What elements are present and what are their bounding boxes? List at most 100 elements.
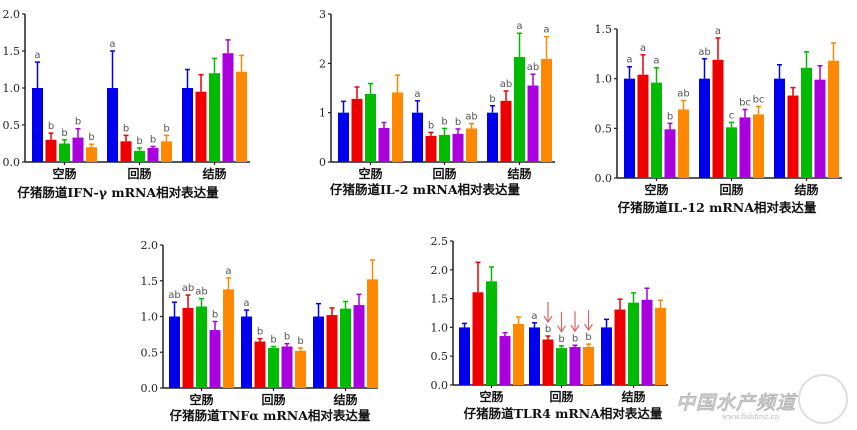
significance-label: a <box>414 89 420 100</box>
y-tick-label: 0.0 <box>3 156 21 169</box>
y-tick-label: 1.5 <box>431 293 449 306</box>
bar <box>295 350 306 388</box>
significance-label: b <box>212 310 218 321</box>
bar <box>45 139 57 162</box>
bar <box>326 315 338 388</box>
significance-label: b <box>88 132 94 143</box>
bar <box>828 60 839 178</box>
significance-label: a <box>243 298 249 309</box>
chart-title: 仔猪肠道TLR4 mRNA相对表达量 <box>464 406 663 421</box>
significance-label: b <box>441 116 447 127</box>
bar <box>254 341 266 388</box>
bar <box>514 56 525 162</box>
bar <box>353 305 365 388</box>
chart-title: 仔猪肠道IFN-γ mRNA相对表达量 <box>17 185 219 200</box>
y-tick-label: 0.0 <box>431 379 449 392</box>
y-tick-label: 0.5 <box>141 346 159 359</box>
bar <box>487 112 498 162</box>
y-tick-label: 0.5 <box>595 122 613 135</box>
down-arrow-head-icon <box>584 323 593 332</box>
significance-label: a <box>516 21 522 32</box>
bar <box>583 346 594 385</box>
y-tick-label: 0 <box>319 156 326 169</box>
y-tick-label: 1 <box>319 107 326 120</box>
bar <box>472 292 484 385</box>
y-tick-label: 0.5 <box>431 350 449 363</box>
bar <box>32 88 43 162</box>
down-arrow-head-icon <box>557 325 566 333</box>
bar <box>500 100 512 162</box>
significance-label: ab <box>500 79 512 90</box>
bar <box>338 112 349 162</box>
significance-label: a <box>225 266 231 277</box>
x-category-label: 回肠 <box>432 166 456 181</box>
significance-label: b <box>428 120 434 131</box>
down-arrow-head-icon <box>543 315 553 324</box>
bar <box>787 95 799 178</box>
significance-label: b <box>489 94 495 105</box>
bar <box>486 281 497 385</box>
x-category-label: 空肠 <box>479 389 503 404</box>
bar <box>107 88 118 162</box>
bar <box>412 112 423 162</box>
significance-label: b <box>123 123 129 134</box>
watermark-text: 中国水产频道 <box>675 392 797 415</box>
significance-label: b <box>61 128 67 139</box>
significance-label: b <box>558 334 564 345</box>
bar <box>209 330 221 388</box>
bar <box>196 306 207 388</box>
bar <box>452 133 464 162</box>
bar <box>59 143 70 162</box>
bar <box>664 129 676 178</box>
chart-title: 仔猪肠道IL-12 mRNA相对表达量 <box>618 200 817 215</box>
significance-label: b <box>572 333 578 344</box>
x-category-label: 空肠 <box>189 392 213 407</box>
significance-label: ab <box>698 47 710 58</box>
significance-label: b <box>48 121 54 132</box>
y-tick-label: 0.0 <box>595 172 613 185</box>
x-category-label: 结肠 <box>202 166 226 181</box>
bar <box>499 336 511 385</box>
bar <box>466 128 477 162</box>
bar <box>774 78 785 178</box>
x-category-label: 结肠 <box>333 392 357 407</box>
significance-label: ab <box>677 89 689 100</box>
bar <box>601 327 612 385</box>
bar <box>223 289 234 388</box>
bar <box>367 279 378 388</box>
bar <box>392 92 403 162</box>
y-tick-label: 1.5 <box>3 45 21 58</box>
significance-label: a <box>109 39 115 50</box>
y-tick-label: 0.5 <box>3 119 21 132</box>
bar <box>222 53 234 162</box>
y-tick-label: 1.0 <box>141 311 159 324</box>
significance-label: c <box>729 110 735 121</box>
y-tick-label: 2 <box>319 57 326 70</box>
y-tick-label: 2.5 <box>431 235 449 248</box>
x-category-label: 空肠 <box>52 166 76 181</box>
significance-label: ab <box>182 283 194 294</box>
y-tick-label: 1.0 <box>431 321 449 334</box>
significance-label: a <box>715 26 721 37</box>
significance-label: ab <box>168 290 180 301</box>
bar <box>678 109 689 178</box>
x-category-label: 结肠 <box>507 166 531 181</box>
bar <box>365 93 376 162</box>
bar <box>340 308 351 388</box>
bar <box>739 117 751 178</box>
significance-label: b <box>163 123 169 134</box>
bar <box>699 78 710 178</box>
significance-label: a <box>543 25 549 36</box>
bar <box>541 58 552 162</box>
significance-label: b <box>545 324 551 335</box>
bar <box>425 135 437 162</box>
globe-logo-icon <box>798 374 848 424</box>
chart-title: 仔猪肠道TNFα mRNA相对表达量 <box>170 408 371 423</box>
x-category-label: 结肠 <box>794 182 818 197</box>
significance-label: b <box>257 327 263 338</box>
bar <box>72 137 84 162</box>
bar <box>712 59 724 178</box>
bar <box>236 71 247 162</box>
chart-title: 仔猪肠道IL-2 mRNA相对表达量 <box>330 182 521 197</box>
